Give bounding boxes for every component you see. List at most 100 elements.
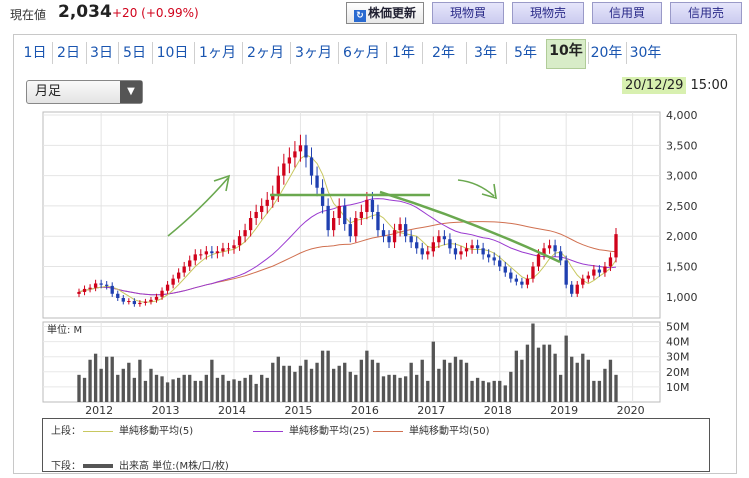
volume-bar: [276, 356, 280, 402]
volume-bar: [470, 380, 474, 402]
candle-body: [320, 187, 325, 206]
volume-bar: [475, 377, 480, 402]
volume-bar: [387, 374, 391, 402]
period-select[interactable]: 月足 ▼: [26, 80, 143, 104]
tab-30年[interactable]: 30年: [626, 42, 664, 64]
volume-bar: [492, 380, 496, 402]
candle-body: [348, 224, 352, 237]
volume-bar: [343, 362, 347, 402]
candle-body: [409, 236, 413, 243]
candle-body: [254, 211, 258, 219]
volume-bar: [77, 374, 81, 402]
volume-bar: [409, 362, 413, 402]
triangle-down-icon: ▼: [120, 81, 142, 103]
candle-body: [116, 293, 120, 299]
update-price-button[interactable]: ↻ 株価更新: [346, 2, 424, 24]
tab-2年[interactable]: 2年: [422, 42, 464, 64]
candle-body: [132, 301, 137, 305]
tab-3日[interactable]: 3日: [86, 42, 116, 64]
x-tick-label: 2014: [218, 404, 246, 417]
tab-5日[interactable]: 5日: [118, 42, 150, 64]
margin-buy-button[interactable]: 信用買: [592, 2, 662, 24]
candle-body: [82, 288, 87, 292]
candle-body: [260, 205, 264, 212]
candle-body: [370, 199, 375, 212]
candle-body: [165, 284, 170, 291]
tab-2日[interactable]: 2日: [52, 42, 84, 64]
tab-5年[interactable]: 5年: [506, 42, 544, 64]
volume-bar: [348, 371, 352, 402]
candle-body: [315, 175, 319, 188]
candle-body: [470, 245, 474, 249]
chart-date: 20/12/29: [622, 77, 687, 94]
tab-1ヶ月[interactable]: 1ヶ月: [194, 42, 240, 64]
candle-body: [88, 287, 92, 289]
volume-bar: [232, 379, 236, 402]
volume-bar: [237, 380, 242, 402]
volume-bar: [453, 356, 458, 402]
candle-body: [154, 296, 159, 300]
candle-body: [387, 236, 391, 243]
tab-10年[interactable]: 10年: [546, 39, 586, 69]
candle-body: [248, 218, 253, 231]
volume-bar: [354, 374, 358, 402]
candle-body: [442, 236, 447, 240]
candle-body: [127, 301, 131, 303]
candle-body: [381, 230, 386, 237]
volume-tick-label: 30M: [666, 351, 690, 364]
period-select-value: 月足: [35, 84, 62, 99]
cash-sell-button[interactable]: 現物売: [512, 2, 584, 24]
tab-3ヶ月[interactable]: 3ヶ月: [290, 42, 336, 64]
candle-body: [77, 291, 81, 294]
candle-body: [204, 251, 208, 255]
candle-body: [93, 283, 98, 288]
ma25-line: [78, 198, 617, 296]
volume-bar: [265, 377, 269, 402]
tab-3年[interactable]: 3年: [466, 42, 504, 64]
tab-6ヶ月[interactable]: 6ヶ月: [338, 42, 384, 64]
candle-body: [431, 242, 435, 252]
volume-bar: [487, 382, 491, 402]
volume-tick-label: 40M: [666, 336, 690, 349]
volume-bar: [558, 374, 563, 402]
volume-bar: [359, 359, 364, 402]
candle-body: [514, 278, 519, 282]
volume-bar: [309, 368, 314, 402]
margin-sell-button[interactable]: 信用売: [670, 2, 742, 24]
price-tick-label: 3,500: [666, 139, 698, 152]
volume-bar: [88, 359, 92, 402]
volume-bar: [448, 362, 452, 402]
tab-20年[interactable]: 20年: [588, 42, 624, 64]
cash-buy-button[interactable]: 現物買: [432, 2, 504, 24]
candle-body: [326, 205, 330, 231]
volume-bar: [320, 350, 325, 402]
volume-bar: [210, 359, 214, 402]
tab-1年[interactable]: 1年: [386, 42, 420, 64]
candle-body: [143, 301, 148, 303]
volume-bar: [149, 368, 153, 402]
tab-2ヶ月[interactable]: 2ヶ月: [242, 42, 288, 64]
candle-body: [547, 245, 552, 249]
candle-body: [603, 266, 607, 273]
legend-ma25: 単純移動平均(25): [253, 422, 370, 437]
volume-bar: [226, 380, 231, 402]
volume-bar: [243, 377, 247, 402]
volume-bar: [525, 344, 530, 402]
x-tick-label: 2015: [284, 404, 312, 417]
candle-body: [343, 205, 347, 225]
legend-ma50: 単純移動平均(50): [373, 422, 490, 437]
candle-body: [420, 248, 424, 255]
tab-1日[interactable]: 1日: [23, 45, 47, 61]
price-change: +20 (+0.99%): [112, 6, 199, 20]
candle-body: [398, 224, 402, 231]
candle-body: [287, 157, 292, 164]
candle-body: [282, 163, 286, 176]
volume-bar: [536, 347, 541, 402]
volume-bar: [553, 353, 557, 402]
volume-bar: [426, 380, 430, 402]
candle-body: [99, 283, 103, 285]
volume-bar: [464, 362, 469, 402]
tab-10日[interactable]: 10日: [152, 42, 192, 64]
volume-bar: [127, 362, 131, 402]
legend-ma25-label: 単純移動平均(25): [289, 426, 370, 437]
